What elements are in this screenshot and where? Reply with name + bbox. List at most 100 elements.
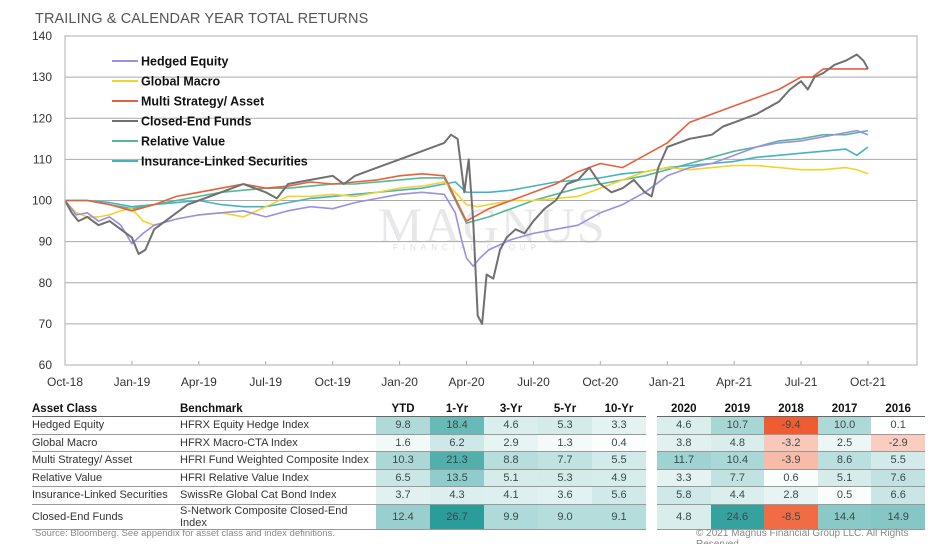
x-tick-label: Jan-19 (114, 375, 151, 389)
return-value-cell: 5.1 (817, 469, 872, 487)
return-value-cell: 1.3 (538, 434, 592, 452)
return-value-cell: 4.3 (430, 486, 484, 505)
benchmark-cell: S-Network Composite Closed-End Index (180, 504, 376, 530)
column-header: 3-Yr (484, 402, 538, 417)
column-header: 1-Yr (430, 402, 484, 417)
legend-label: Multi Strategy/ Asset (141, 95, 265, 109)
return-value-cell: 5.5 (871, 451, 925, 470)
return-value-cell: -8.5 (764, 504, 818, 530)
return-value-cell: 10.4 (710, 451, 765, 470)
x-tick-label: Apr-21 (716, 375, 752, 389)
return-value-cell: 6.5 (376, 469, 430, 487)
column-header: 5-Yr (538, 402, 592, 417)
return-value-cell: 24.6 (710, 504, 765, 530)
x-tick-label: Jan-20 (381, 375, 418, 389)
column-header: Benchmark (180, 402, 376, 417)
return-value-cell: 9.9 (484, 504, 538, 530)
table-row: Closed-End Funds S-Network Composite Clos… (32, 504, 925, 530)
watermark-subtitle: FINANCIAL GROUP (393, 243, 542, 252)
column-header: 2020 (657, 402, 711, 417)
return-value-cell: 4.9 (592, 469, 646, 487)
table-row: Multi Strategy/ Asset HFRI Fund Weighted … (32, 451, 925, 470)
x-tick-label: Oct-18 (47, 375, 83, 389)
return-value-cell: 9.1 (592, 504, 646, 530)
return-value-cell: 8.6 (817, 451, 872, 470)
return-value-cell: 10.3 (376, 451, 430, 470)
return-value-cell: 3.7 (376, 486, 430, 505)
return-value-cell: 2.5 (817, 434, 872, 452)
y-tick-label: 130 (32, 70, 52, 84)
column-gap (646, 416, 657, 434)
return-value-cell: 4.1 (484, 486, 538, 505)
legend-label: Hedged Equity (141, 55, 229, 69)
legend-label: Insurance-Linked Securities (141, 155, 308, 169)
x-tick-label: Jul-20 (517, 375, 550, 389)
column-header: Asset Class (32, 402, 180, 417)
column-gap (646, 486, 657, 504)
return-value-cell: 7.6 (871, 469, 925, 487)
benchmark-cell: HFRX Equity Hedge Index (180, 416, 376, 435)
return-value-cell: 4.8 (657, 504, 711, 530)
return-value-cell: 12.4 (376, 504, 430, 530)
column-gap (646, 451, 657, 469)
column-header: 2017 (817, 402, 872, 417)
legend-label: Global Macro (141, 75, 221, 89)
series-line-relative-value (65, 129, 869, 224)
table-header-row: Asset Class Benchmark YTD 1-Yr 3-Yr 5-Yr 10-Yr… (32, 402, 925, 417)
benchmark-cell: HFRX Macro-CTA Index (180, 434, 376, 452)
x-tick-label: Oct-20 (582, 375, 618, 389)
return-value-cell: 4.6 (484, 416, 538, 435)
returns-table: Asset Class Benchmark YTD 1-Yr 3-Yr 5-Yr 10-Yr… (32, 402, 925, 530)
x-tick-label: Apr-19 (181, 375, 217, 389)
benchmark-cell: HFRI Fund Weighted Composite Index (180, 451, 376, 470)
asset-class-cell: Relative Value (32, 469, 180, 487)
return-value-cell: 11.7 (657, 451, 711, 470)
column-gap (646, 504, 657, 529)
return-value-cell: 18.4 (430, 416, 484, 435)
chart-title: TRAILING & CALENDAR YEAR TOTAL RETURNS (35, 11, 369, 27)
column-header: 2019 (710, 402, 765, 417)
table-row: Insurance-Linked Securities SwissRe Globa… (32, 486, 925, 505)
return-value-cell: 4.6 (657, 416, 711, 435)
column-header: YTD (376, 402, 430, 417)
column-gap (646, 434, 657, 452)
x-tick-label: Jul-19 (249, 375, 282, 389)
return-value-cell: 6.2 (430, 434, 484, 452)
x-tick-label: Jul-21 (785, 375, 818, 389)
return-value-cell: 3.6 (538, 486, 592, 505)
return-value-cell: -9.4 (764, 416, 818, 435)
source-note: Source: Bloomberg. See appendix for asse… (35, 528, 335, 539)
table-row: Hedged Equity HFRX Equity Hedge Index 9.8 1… (32, 416, 925, 435)
y-axis-ticks: 60 70 80 90 100 110 120 130 140 (32, 29, 52, 372)
asset-class-cell: Closed-End Funds (32, 504, 180, 530)
asset-class-cell: Global Macro (32, 434, 180, 452)
column-gap (646, 469, 657, 487)
return-value-cell: 0.4 (592, 434, 646, 452)
column-header: 2018 (764, 402, 818, 417)
y-tick-label: 140 (32, 29, 52, 43)
y-tick-label: 120 (32, 111, 52, 125)
return-value-cell: 14.4 (817, 504, 872, 530)
legend-label: Closed-End Funds (141, 115, 251, 129)
y-tick-label: 60 (39, 358, 53, 372)
benchmark-cell: HFRI Relative Value Index (180, 469, 376, 487)
x-tick-label: Jan-21 (649, 375, 686, 389)
copyright-note: © 2021 Magnus Financial Group LLC. All R… (696, 528, 909, 544)
legend: Hedged Equity Global Macro Multi Strategy/… (112, 55, 308, 169)
y-tick-label: 100 (32, 194, 52, 208)
column-header: 10-Yr (592, 402, 646, 417)
x-tick-label: Apr-20 (448, 375, 484, 389)
return-value-cell: 0.1 (871, 416, 925, 435)
return-value-cell: 10.0 (817, 416, 872, 435)
return-value-cell: 5.3 (538, 416, 592, 435)
return-value-cell: 9.8 (376, 416, 430, 435)
return-value-cell: 1.6 (376, 434, 430, 452)
watermark-logo: MAGNUS (378, 197, 607, 253)
y-tick-label: 70 (39, 317, 53, 331)
series-line-insurance-linked-securities (65, 146, 869, 208)
return-value-cell: -3.9 (764, 451, 818, 470)
table-row: Relative Value HFRI Relative Value Index 6… (32, 469, 925, 487)
series-line-hedged-equity (64, 129, 869, 268)
return-value-cell: 9.0 (538, 504, 592, 530)
return-value-cell: 5.3 (538, 469, 592, 487)
